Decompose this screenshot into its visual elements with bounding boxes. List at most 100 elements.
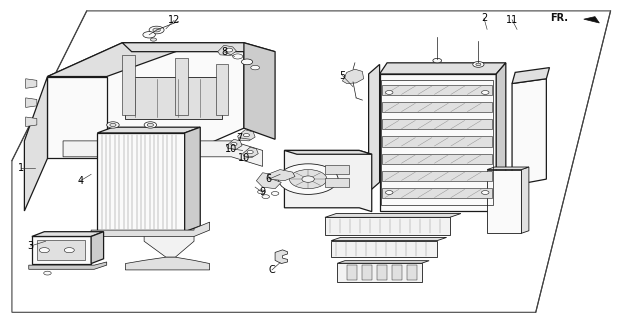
- Polygon shape: [244, 43, 275, 139]
- Polygon shape: [284, 150, 372, 212]
- Bar: [392, 265, 402, 280]
- Circle shape: [481, 191, 489, 195]
- Text: 12: 12: [168, 15, 180, 26]
- Bar: [379, 74, 496, 211]
- Bar: [347, 265, 357, 280]
- Circle shape: [243, 133, 249, 137]
- Text: 7: 7: [236, 133, 242, 143]
- Polygon shape: [122, 43, 275, 52]
- Circle shape: [386, 191, 393, 195]
- Polygon shape: [26, 117, 37, 126]
- Bar: [382, 136, 492, 147]
- Polygon shape: [325, 213, 461, 217]
- Polygon shape: [126, 257, 209, 270]
- Polygon shape: [122, 55, 135, 116]
- Polygon shape: [217, 45, 236, 55]
- Bar: [382, 154, 492, 164]
- Bar: [382, 102, 492, 112]
- Text: FR.: FR.: [550, 13, 568, 23]
- Text: 5: 5: [339, 71, 346, 81]
- Circle shape: [39, 248, 49, 253]
- Polygon shape: [496, 63, 506, 211]
- Circle shape: [481, 91, 489, 94]
- Circle shape: [148, 123, 154, 126]
- Circle shape: [143, 32, 156, 38]
- Bar: [98, 133, 184, 232]
- Polygon shape: [342, 69, 364, 84]
- Bar: [407, 265, 417, 280]
- Bar: [382, 85, 492, 95]
- Text: 6: 6: [266, 174, 272, 184]
- Circle shape: [302, 176, 314, 182]
- Circle shape: [251, 65, 259, 70]
- Polygon shape: [331, 237, 447, 241]
- Polygon shape: [242, 147, 258, 157]
- Bar: [487, 170, 521, 233]
- Text: 4: 4: [78, 176, 84, 186]
- Circle shape: [231, 142, 237, 146]
- Circle shape: [258, 190, 265, 194]
- Polygon shape: [275, 250, 288, 264]
- Text: 1: 1: [18, 163, 24, 173]
- Polygon shape: [26, 98, 37, 108]
- Circle shape: [153, 28, 161, 32]
- Polygon shape: [24, 76, 48, 211]
- Circle shape: [107, 122, 119, 128]
- Text: 10: 10: [238, 153, 250, 164]
- Circle shape: [232, 54, 242, 59]
- Text: 11: 11: [506, 15, 518, 25]
- Circle shape: [64, 248, 74, 253]
- Circle shape: [44, 271, 51, 275]
- Polygon shape: [91, 222, 209, 236]
- Circle shape: [472, 61, 484, 67]
- Circle shape: [433, 58, 442, 63]
- Polygon shape: [521, 167, 529, 233]
- Bar: [382, 188, 492, 198]
- Circle shape: [144, 122, 157, 128]
- Polygon shape: [369, 64, 379, 192]
- Polygon shape: [184, 127, 200, 232]
- Bar: [37, 240, 85, 260]
- Polygon shape: [379, 63, 506, 74]
- Polygon shape: [256, 173, 281, 189]
- Polygon shape: [487, 167, 529, 170]
- Polygon shape: [63, 141, 262, 166]
- Circle shape: [386, 91, 393, 94]
- Circle shape: [476, 63, 481, 66]
- Polygon shape: [48, 43, 200, 76]
- Circle shape: [241, 59, 252, 65]
- Text: 3: 3: [28, 241, 34, 251]
- Bar: [338, 263, 422, 282]
- Text: C: C: [269, 265, 276, 275]
- Polygon shape: [284, 150, 372, 154]
- Polygon shape: [226, 139, 242, 149]
- Circle shape: [262, 195, 269, 198]
- Text: 10: 10: [225, 144, 238, 154]
- Circle shape: [289, 170, 327, 189]
- Bar: [381, 80, 494, 204]
- Bar: [362, 265, 372, 280]
- Polygon shape: [238, 130, 255, 141]
- Polygon shape: [48, 76, 107, 158]
- Polygon shape: [26, 79, 37, 88]
- Bar: [377, 265, 387, 280]
- Text: 8: 8: [221, 47, 227, 57]
- Bar: [32, 236, 91, 264]
- Polygon shape: [48, 43, 244, 147]
- Polygon shape: [268, 170, 295, 181]
- Polygon shape: [32, 232, 104, 236]
- Circle shape: [271, 192, 279, 196]
- Bar: [325, 217, 450, 235]
- Circle shape: [149, 26, 164, 34]
- Polygon shape: [98, 127, 200, 133]
- Text: 9: 9: [259, 188, 266, 197]
- Bar: [325, 165, 349, 174]
- Circle shape: [278, 164, 338, 195]
- Polygon shape: [126, 77, 222, 119]
- Polygon shape: [144, 233, 194, 257]
- Polygon shape: [29, 262, 107, 269]
- Polygon shape: [175, 58, 188, 116]
- Text: 2: 2: [481, 13, 487, 23]
- Polygon shape: [512, 68, 549, 84]
- Polygon shape: [512, 79, 546, 186]
